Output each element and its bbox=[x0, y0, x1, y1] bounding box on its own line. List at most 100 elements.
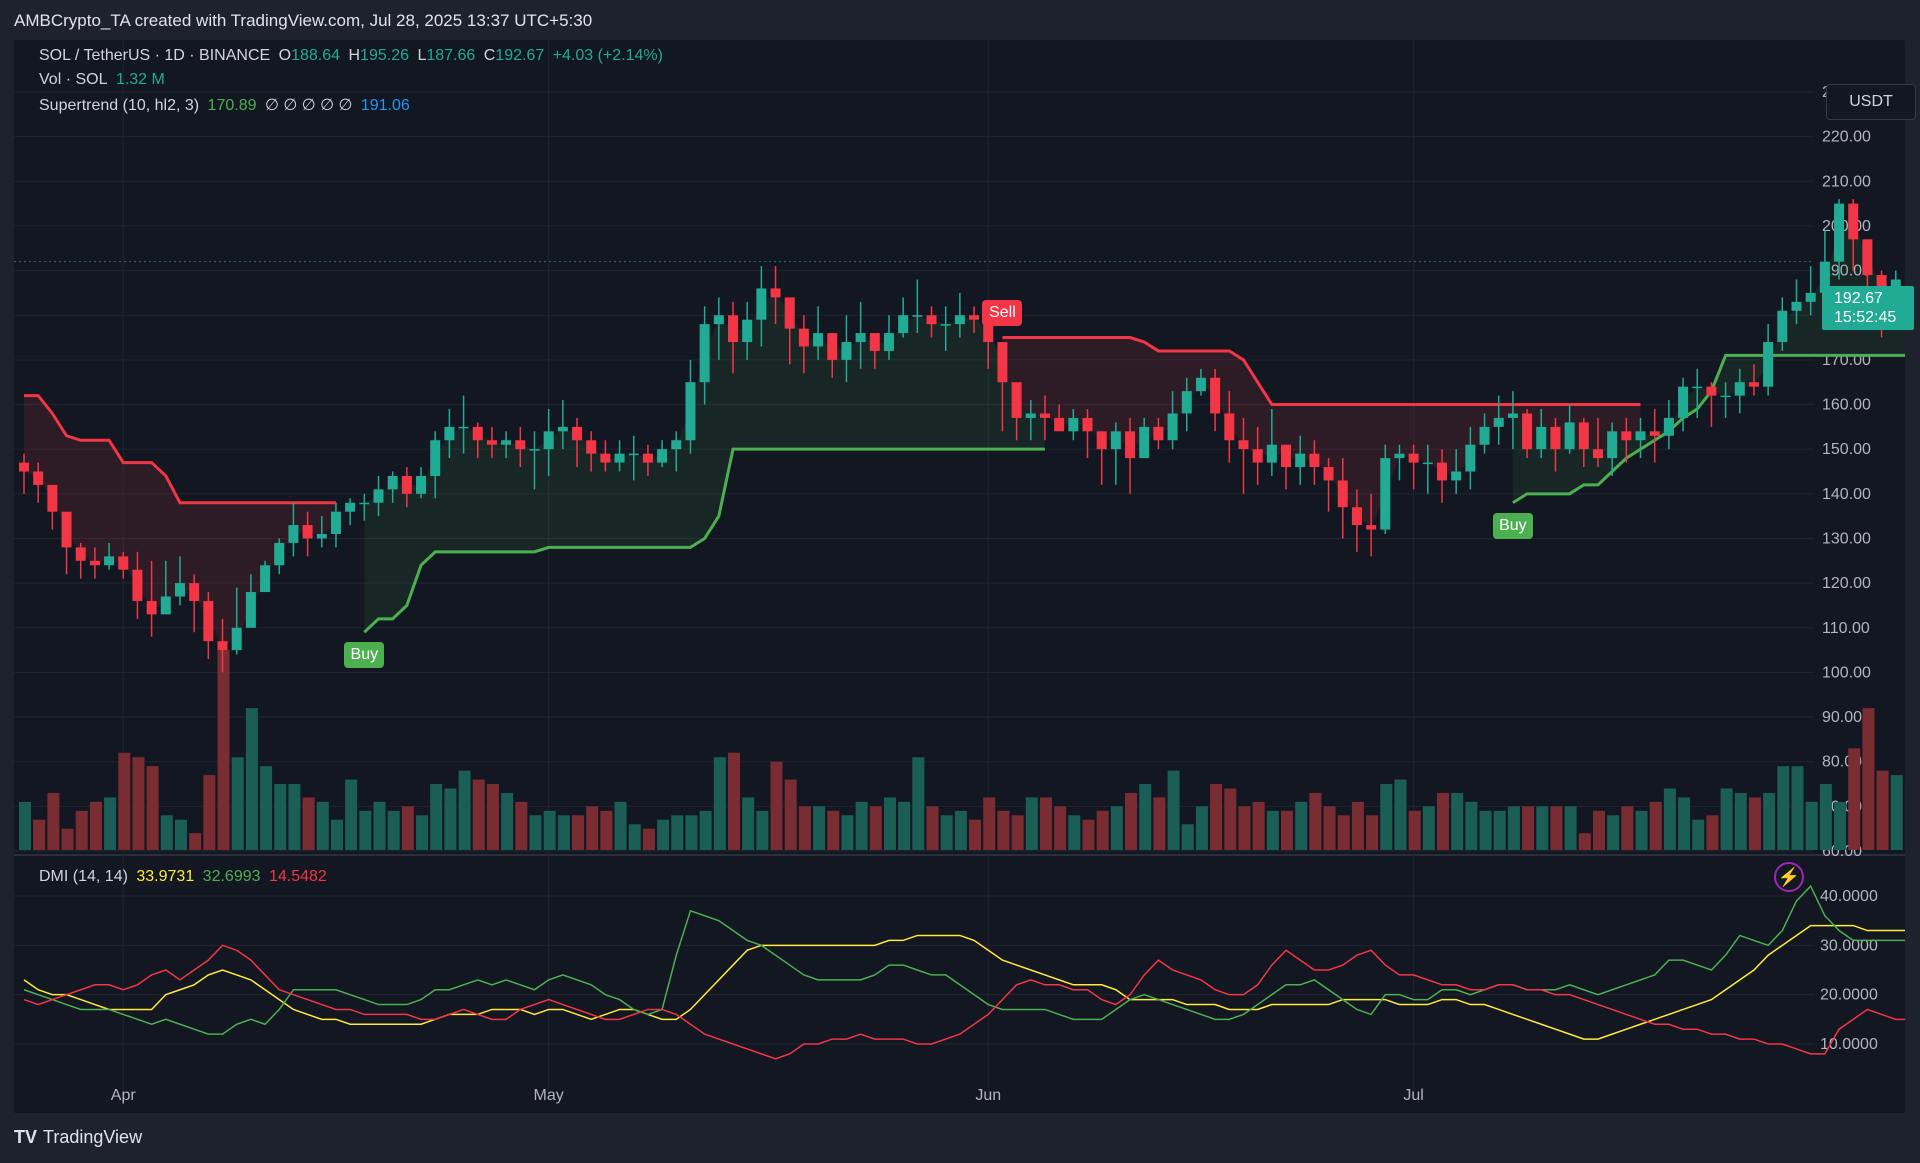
buy-signal: Buy bbox=[1492, 512, 1533, 539]
supertrend-down-fill bbox=[1002, 337, 1641, 528]
volume-bar bbox=[1649, 801, 1662, 850]
volume-bar bbox=[1082, 819, 1095, 850]
candle-body bbox=[1125, 431, 1136, 459]
candle-body bbox=[1507, 413, 1518, 418]
volume-bar bbox=[260, 766, 273, 850]
candle-body bbox=[19, 462, 29, 472]
volume-bar bbox=[1834, 801, 1847, 850]
candle-body bbox=[898, 315, 909, 334]
candle-body bbox=[1649, 431, 1660, 436]
time-tick-label: Jul bbox=[1403, 1087, 1423, 1104]
dmi-legend: DMI (14, 14) 33.9731 32.6993 14.5482 bbox=[39, 868, 331, 886]
candle-body bbox=[1748, 382, 1759, 387]
chart-panel[interactable]: 230.00220.00210.00200.00190.00180.00170.… bbox=[14, 40, 1916, 1113]
volume-bar bbox=[1621, 806, 1634, 850]
volume-bar bbox=[614, 801, 627, 850]
symbol-name[interactable]: SOL / TetherUS · 1D · BINANCE bbox=[39, 47, 271, 64]
volume-bar bbox=[798, 806, 811, 850]
lightning-icon[interactable]: ⚡ bbox=[1774, 862, 1804, 892]
volume-bar bbox=[1805, 801, 1818, 850]
volume-bar bbox=[146, 766, 159, 850]
dmi-plus-value: 32.6993 bbox=[202, 868, 261, 885]
candle-body bbox=[359, 502, 370, 505]
candle-body bbox=[75, 547, 86, 561]
open-label: O bbox=[278, 47, 292, 64]
candle-body bbox=[770, 288, 781, 298]
candle-body bbox=[458, 426, 469, 429]
dmi-label[interactable]: DMI (14, 14) bbox=[39, 868, 128, 885]
candle-body bbox=[160, 596, 171, 615]
volume-bar bbox=[1451, 792, 1464, 850]
top-bar: AMBCrypto_TA created with TradingView.co… bbox=[0, 0, 1920, 40]
volume-bar bbox=[1507, 806, 1520, 850]
candle-body bbox=[1663, 417, 1674, 436]
candle-body bbox=[1678, 386, 1689, 418]
volume-bar bbox=[1734, 792, 1747, 850]
candle-body bbox=[1848, 203, 1859, 240]
candle-body bbox=[1522, 413, 1533, 450]
volume-label[interactable]: Vol · SOL bbox=[39, 71, 108, 88]
candle-body bbox=[316, 534, 327, 539]
volume-bar bbox=[33, 819, 46, 850]
candle-body bbox=[1210, 377, 1221, 414]
supertrend-up-line bbox=[1512, 353, 1905, 505]
volume-bar bbox=[61, 828, 74, 850]
volume-bar bbox=[1564, 806, 1577, 850]
supertrend-label[interactable]: Supertrend (10, hl2, 3) bbox=[39, 97, 200, 114]
volume-bar bbox=[1848, 748, 1861, 850]
volume-bar bbox=[1295, 801, 1308, 850]
candle-body bbox=[288, 525, 299, 543]
currency-button[interactable]: USDT bbox=[1826, 84, 1916, 120]
price-tick-label: 150.00 bbox=[1822, 441, 1871, 458]
candle-body bbox=[827, 333, 838, 360]
attribution-text: AMBCrypto_TA created with TradingView.co… bbox=[14, 11, 593, 30]
candle-body bbox=[1479, 426, 1490, 445]
supertrend-na-values: ∅ ∅ ∅ ∅ ∅ bbox=[264, 97, 353, 114]
candle-body bbox=[1238, 440, 1249, 450]
volume-bar bbox=[1422, 806, 1435, 850]
candle-body bbox=[260, 565, 271, 593]
volume-bar bbox=[1791, 766, 1804, 850]
volume-bar bbox=[784, 779, 797, 850]
dmi-tick-label: 30.0000 bbox=[1820, 937, 1878, 954]
supertrend-legend: Supertrend (10, hl2, 3) 170.89 ∅ ∅ ∅ ∅ ∅… bbox=[39, 95, 414, 115]
volume-bar bbox=[657, 819, 670, 850]
candle-body bbox=[1805, 292, 1816, 302]
price-tick-label: 130.00 bbox=[1822, 530, 1871, 547]
candle-body bbox=[472, 426, 483, 441]
volume-bar bbox=[1876, 770, 1889, 850]
candle-body bbox=[1167, 413, 1178, 441]
volume-bar bbox=[1054, 806, 1067, 850]
volume-bar bbox=[1025, 797, 1038, 850]
candle-body bbox=[855, 333, 866, 343]
supertrend-up-line bbox=[363, 447, 1045, 634]
adx-line bbox=[23, 924, 1905, 1040]
candle-body bbox=[954, 315, 965, 325]
volume-bar bbox=[628, 824, 641, 850]
candle-body bbox=[1068, 417, 1079, 432]
low-label: L bbox=[417, 47, 427, 64]
tradingview-logo[interactable]: TV TradingView bbox=[14, 1127, 142, 1148]
candle-body bbox=[997, 342, 1008, 383]
volume-bar bbox=[316, 801, 329, 850]
candle-body bbox=[869, 333, 880, 351]
volume-bar bbox=[1110, 806, 1123, 850]
volume-bar bbox=[160, 815, 173, 850]
volume-bar bbox=[1465, 801, 1478, 850]
candle-body bbox=[883, 333, 894, 351]
candle-body bbox=[1763, 342, 1774, 387]
candle-body bbox=[529, 449, 540, 451]
candle-body bbox=[486, 440, 497, 445]
candle-body bbox=[444, 426, 455, 441]
volume-bar bbox=[969, 819, 982, 850]
candle-body bbox=[1039, 413, 1050, 418]
volume-bar bbox=[458, 770, 471, 850]
volume-bar bbox=[671, 815, 684, 850]
candle-body bbox=[1351, 507, 1362, 526]
volume-bar bbox=[1238, 806, 1251, 850]
volume-bar bbox=[600, 810, 613, 850]
volume-bar bbox=[1408, 810, 1421, 850]
volume-bar bbox=[572, 815, 585, 850]
candle-body bbox=[118, 556, 129, 570]
chart-canvas[interactable]: 230.00220.00210.00200.00190.00180.00170.… bbox=[14, 40, 1905, 1113]
